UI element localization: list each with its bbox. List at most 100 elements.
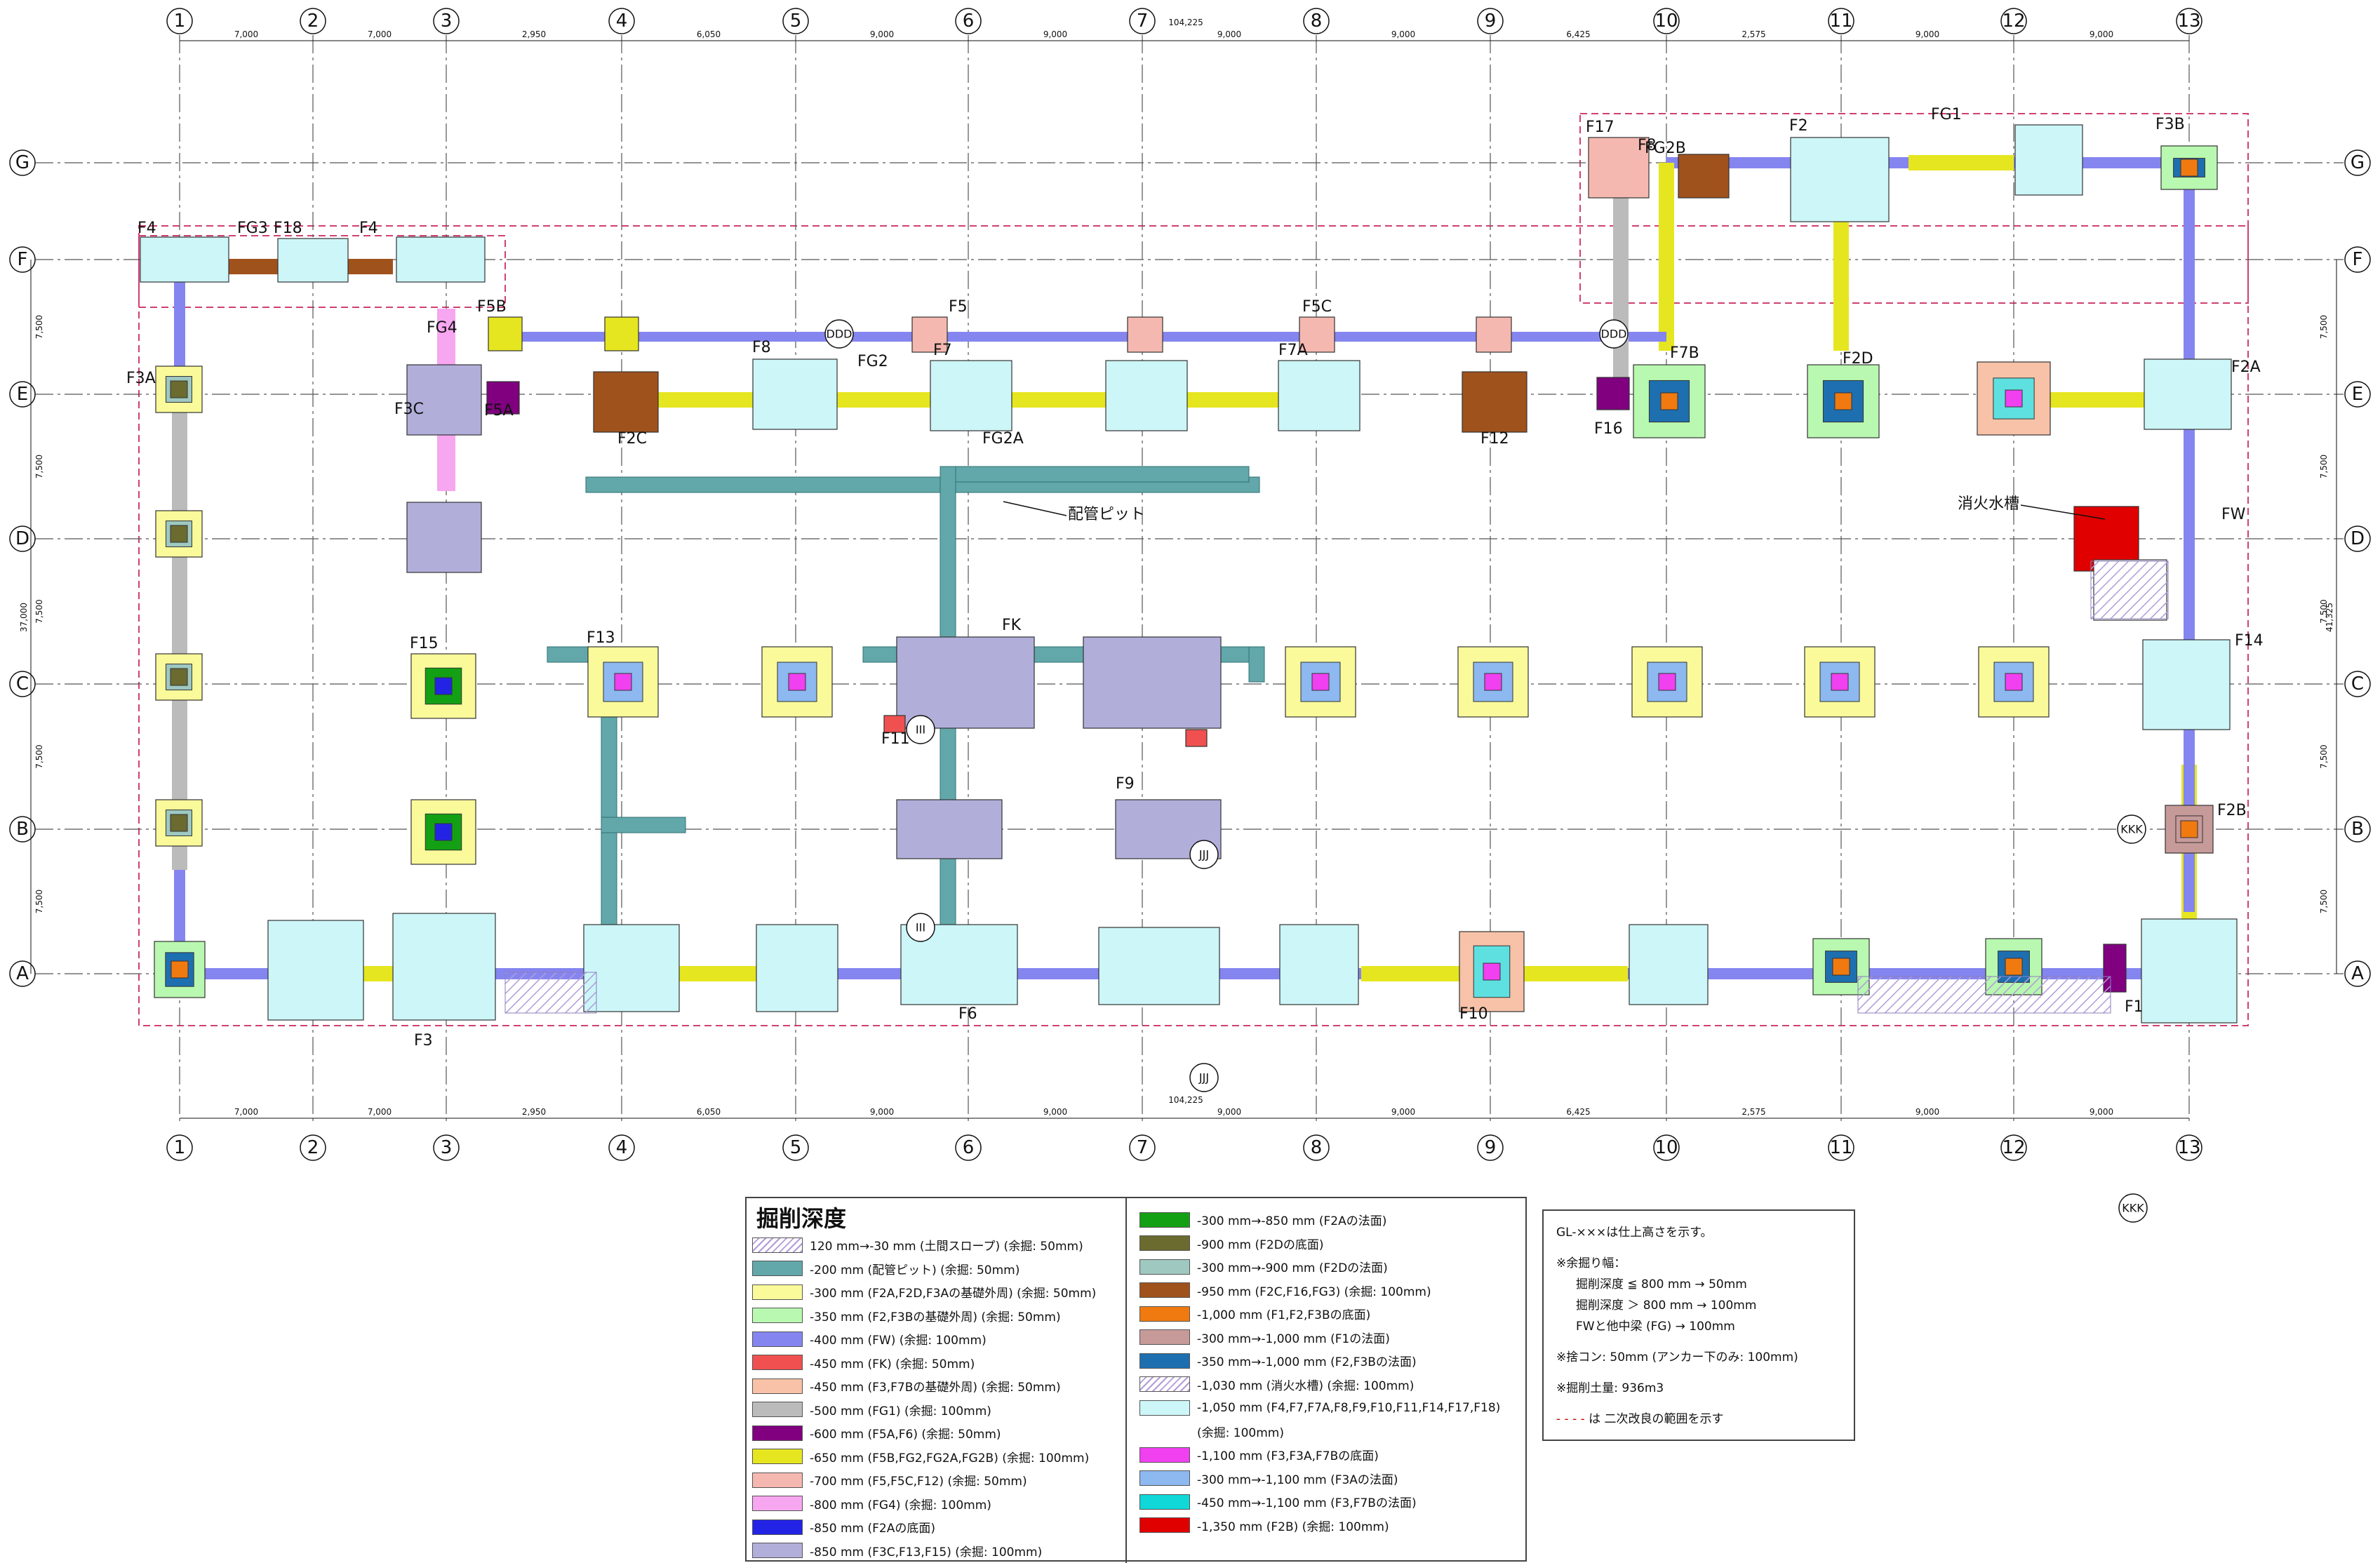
footing-label: F2D [1843,350,1873,368]
legend-text: -850 mm (F3C,F13,F15) (余掘: 100mm) [810,1545,1043,1559]
marker-circle [906,913,935,942]
grid-bubble [2176,8,2202,34]
legend-swatch [1139,1282,1190,1299]
legend-item: -450 mm (FK) (余掘: 50mm) [752,1351,1096,1375]
footing-pad [583,924,680,1012]
marker-circle [2117,814,2146,844]
legend-text: (余掘: 100mm) [1197,1426,1284,1440]
dim-text: 2,950 [522,1107,546,1117]
legend-swatch [1139,1353,1190,1369]
legend-text: -1,000 mm (F1,F2,F3Bの底面) [1197,1308,1371,1323]
legend-item: -300 mm (F2A,F2D,F3Aの基礎外周) (余掘: 50mm) [752,1280,1096,1304]
legend-swatch [752,1378,803,1394]
grid-bubble [9,381,36,408]
dim-text: 9,000 [2090,29,2113,39]
footing-pad-bottom [2180,159,2198,177]
footing-pad [1629,924,1709,1005]
footing-label: F6 [958,1005,977,1023]
legend-text: -1,030 mm (消火水槽) (余掘: 100mm) [1197,1378,1415,1393]
grid-bubble [608,1134,635,1161]
marker-label: JJJ [1198,1071,1209,1085]
footing-label: F18 [274,220,302,237]
footing-pads [140,124,2238,1024]
legend-text: -900 mm (F2Dの底面) [1197,1237,1324,1252]
footing-pad [930,360,1012,431]
grid-row-label: C [2351,673,2364,695]
footing-pad-bottom [2180,820,2198,838]
grid-bubble [9,671,36,697]
legend-item: -450 mm→-1,100 mm (F3,F7Bの法面) [1139,1490,1500,1514]
footing-label: FG2 [857,353,888,370]
grid-bubble [2344,246,2371,273]
dim-text: 9,000 [1391,1107,1415,1117]
grid-bubble [1828,8,1854,34]
grid-row-label: E [17,384,28,405]
footing-pad [2165,805,2214,854]
marker-circle [1599,319,1629,349]
dim-text: 7,500 [34,890,44,913]
footing-pad [896,799,1003,859]
footing-label: F5 [949,298,968,316]
footing-pad [1790,137,1890,222]
legend-text: -850 mm (F2Aの底面) [810,1522,935,1536]
footing-pad [1476,316,1512,353]
legend-item: -950 mm (F2C,F16,FG3) (余掘: 100mm) [1139,1279,1500,1303]
legend-text: -950 mm (F2C,F16,FG3) (余掘: 100mm) [1197,1284,1431,1299]
dim-text: 2,575 [1741,1107,1765,1117]
grid-col-label: 11 [1829,1137,1852,1158]
footing-label: FK [1002,617,1022,634]
grid-col-label: 5 [790,1137,802,1158]
footing-pad-slope [603,662,643,702]
grid-row-label: E [2352,384,2363,405]
footing-label: F15 [410,635,439,652]
legend-item: (余掘: 100mm) [1139,1420,1500,1444]
dim-text: 7,500 [2319,315,2329,339]
grid-bubble [433,1134,460,1161]
marker-label: DDD [1601,328,1627,341]
legend-item: -450 mm (F3,F7Bの基礎外周) (余掘: 50mm) [752,1374,1096,1398]
grid-col-label: 1 [174,11,186,32]
footing-label: F3 [414,1032,433,1049]
dim-text: 7,000 [368,1107,392,1117]
legend-swatch [752,1496,803,1512]
footing-pad-bottom [614,673,632,691]
legend-swatch [752,1472,803,1488]
footing-pad [1127,316,1163,353]
grid-col-label: 6 [963,1137,975,1158]
legend-swatch [1139,1259,1190,1275]
legend-swatch [752,1425,803,1441]
grid-bubble [1303,1134,1330,1161]
footing-pad [396,236,486,283]
grid-row-label: A [2351,963,2364,984]
footing-pad-bottom [170,525,188,543]
dim-text: 9,000 [1391,29,1415,39]
marker-circle [1189,1063,1219,1092]
grid-col-label: 10 [1654,1137,1678,1158]
footing-pad [756,924,838,1012]
legend-item: -1,100 mm (F3,F3A,F7Bの底面) [1139,1443,1500,1467]
note-line: FWと他中梁 (FG) → 100mm [1576,1320,1735,1334]
legend-text: -300 mm→-1,000 mm (F1の法面) [1197,1331,1390,1346]
grid-bubble [1477,1134,1504,1161]
grid-bubble [9,149,36,176]
slab-slope-hatch [2090,561,2169,619]
dim-text: 7,500 [34,599,44,623]
marker-label: KKK [2122,1202,2144,1215]
footing-pad-bottom [2005,958,2023,976]
grid-bubble [9,960,36,987]
footing-pad [406,364,482,436]
footing-label: FG4 [427,319,457,337]
legend-swatch [752,1449,803,1465]
legend-text: -600 mm (F5A,F6) (余掘: 50mm) [810,1428,1001,1442]
legend-text: -350 mm→-1,000 mm (F2,F3Bの法面) [1197,1355,1417,1370]
legend-swatch [752,1355,803,1371]
grid-bubble [1477,8,1504,34]
dim-total: 37,000 [19,603,29,632]
legend-text: -300 mm→-900 mm (F2Dの法面) [1197,1261,1388,1276]
footing-label: F1 [2125,998,2144,1016]
notes-box: GL-×××は仕上高さを示す。 ※余掘り幅： 掘削深度 ≦ 800 mm → 5… [1542,1209,1855,1441]
grid-bubble [1303,8,1330,34]
marker-circle [824,319,854,349]
legend-text: -350 mm (F2,F3Bの基礎外周) (余掘: 50mm) [810,1310,1061,1324]
legend-swatch [752,1402,803,1418]
